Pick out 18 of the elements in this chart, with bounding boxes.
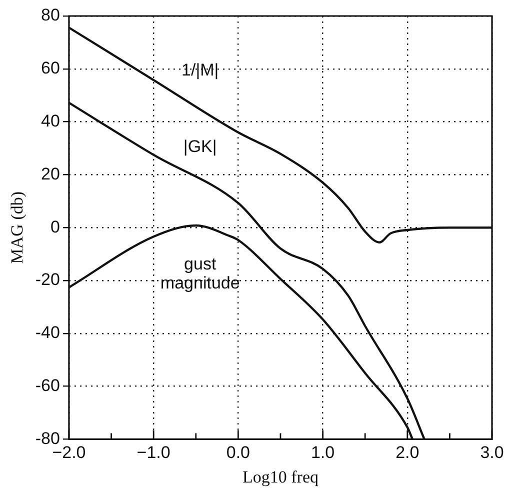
y-tick-label: -60	[35, 376, 60, 395]
x-axis-title: Log10 freq	[242, 467, 319, 486]
y-tick-label: -20	[35, 270, 60, 290]
annotation: gust magnitude	[160, 254, 240, 292]
x-tick-label: 3.0	[480, 443, 504, 462]
y-tick-label: 0	[50, 217, 60, 236]
y-tick-label: 20	[41, 164, 60, 184]
x-tick-label: 2.0	[396, 443, 420, 462]
y-tick-label: 60	[41, 58, 60, 78]
x-tick-label: 1.0	[310, 443, 335, 462]
annotation: 1/|M|	[182, 60, 219, 80]
annotation: |GK|	[183, 136, 217, 156]
y-tick-label: -40	[35, 323, 60, 342]
x-tick-label: 0.0	[226, 443, 250, 462]
y-tick-label: 80	[41, 6, 60, 25]
y-axis-title: MAG (db)	[8, 191, 27, 264]
y-tick-label: 40	[41, 111, 60, 130]
x-tick-label: −1.0	[136, 443, 170, 462]
